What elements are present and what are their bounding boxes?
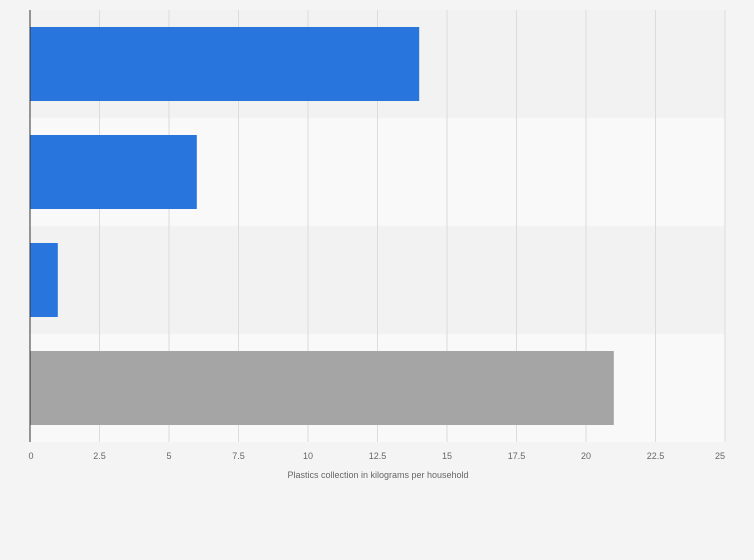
x-tick-label: 25 — [715, 451, 725, 461]
x-tick-label: 5 — [166, 451, 171, 461]
x-tick-label: 20 — [581, 451, 591, 461]
bar[interactable] — [30, 351, 614, 425]
x-tick-label: 7.5 — [232, 451, 245, 461]
x-tick-label: 17.5 — [508, 451, 526, 461]
x-tick-label: 10 — [303, 451, 313, 461]
x-tick-label: 0 — [28, 451, 33, 461]
bar[interactable] — [30, 243, 58, 317]
x-tick-label: 15 — [442, 451, 452, 461]
bars — [30, 27, 614, 425]
bar[interactable] — [30, 135, 197, 209]
bar[interactable] — [30, 27, 420, 101]
x-axis-label: Plastics collection in kilograms per hou… — [287, 470, 468, 480]
x-tick-label: 22.5 — [647, 451, 665, 461]
x-tick-label: 2.5 — [93, 451, 106, 461]
x-tick-labels: 0 2.5 5 7.5 10 12.5 15 17.5 20 22.5 25 — [28, 451, 725, 461]
x-tick-label: 12.5 — [369, 451, 387, 461]
